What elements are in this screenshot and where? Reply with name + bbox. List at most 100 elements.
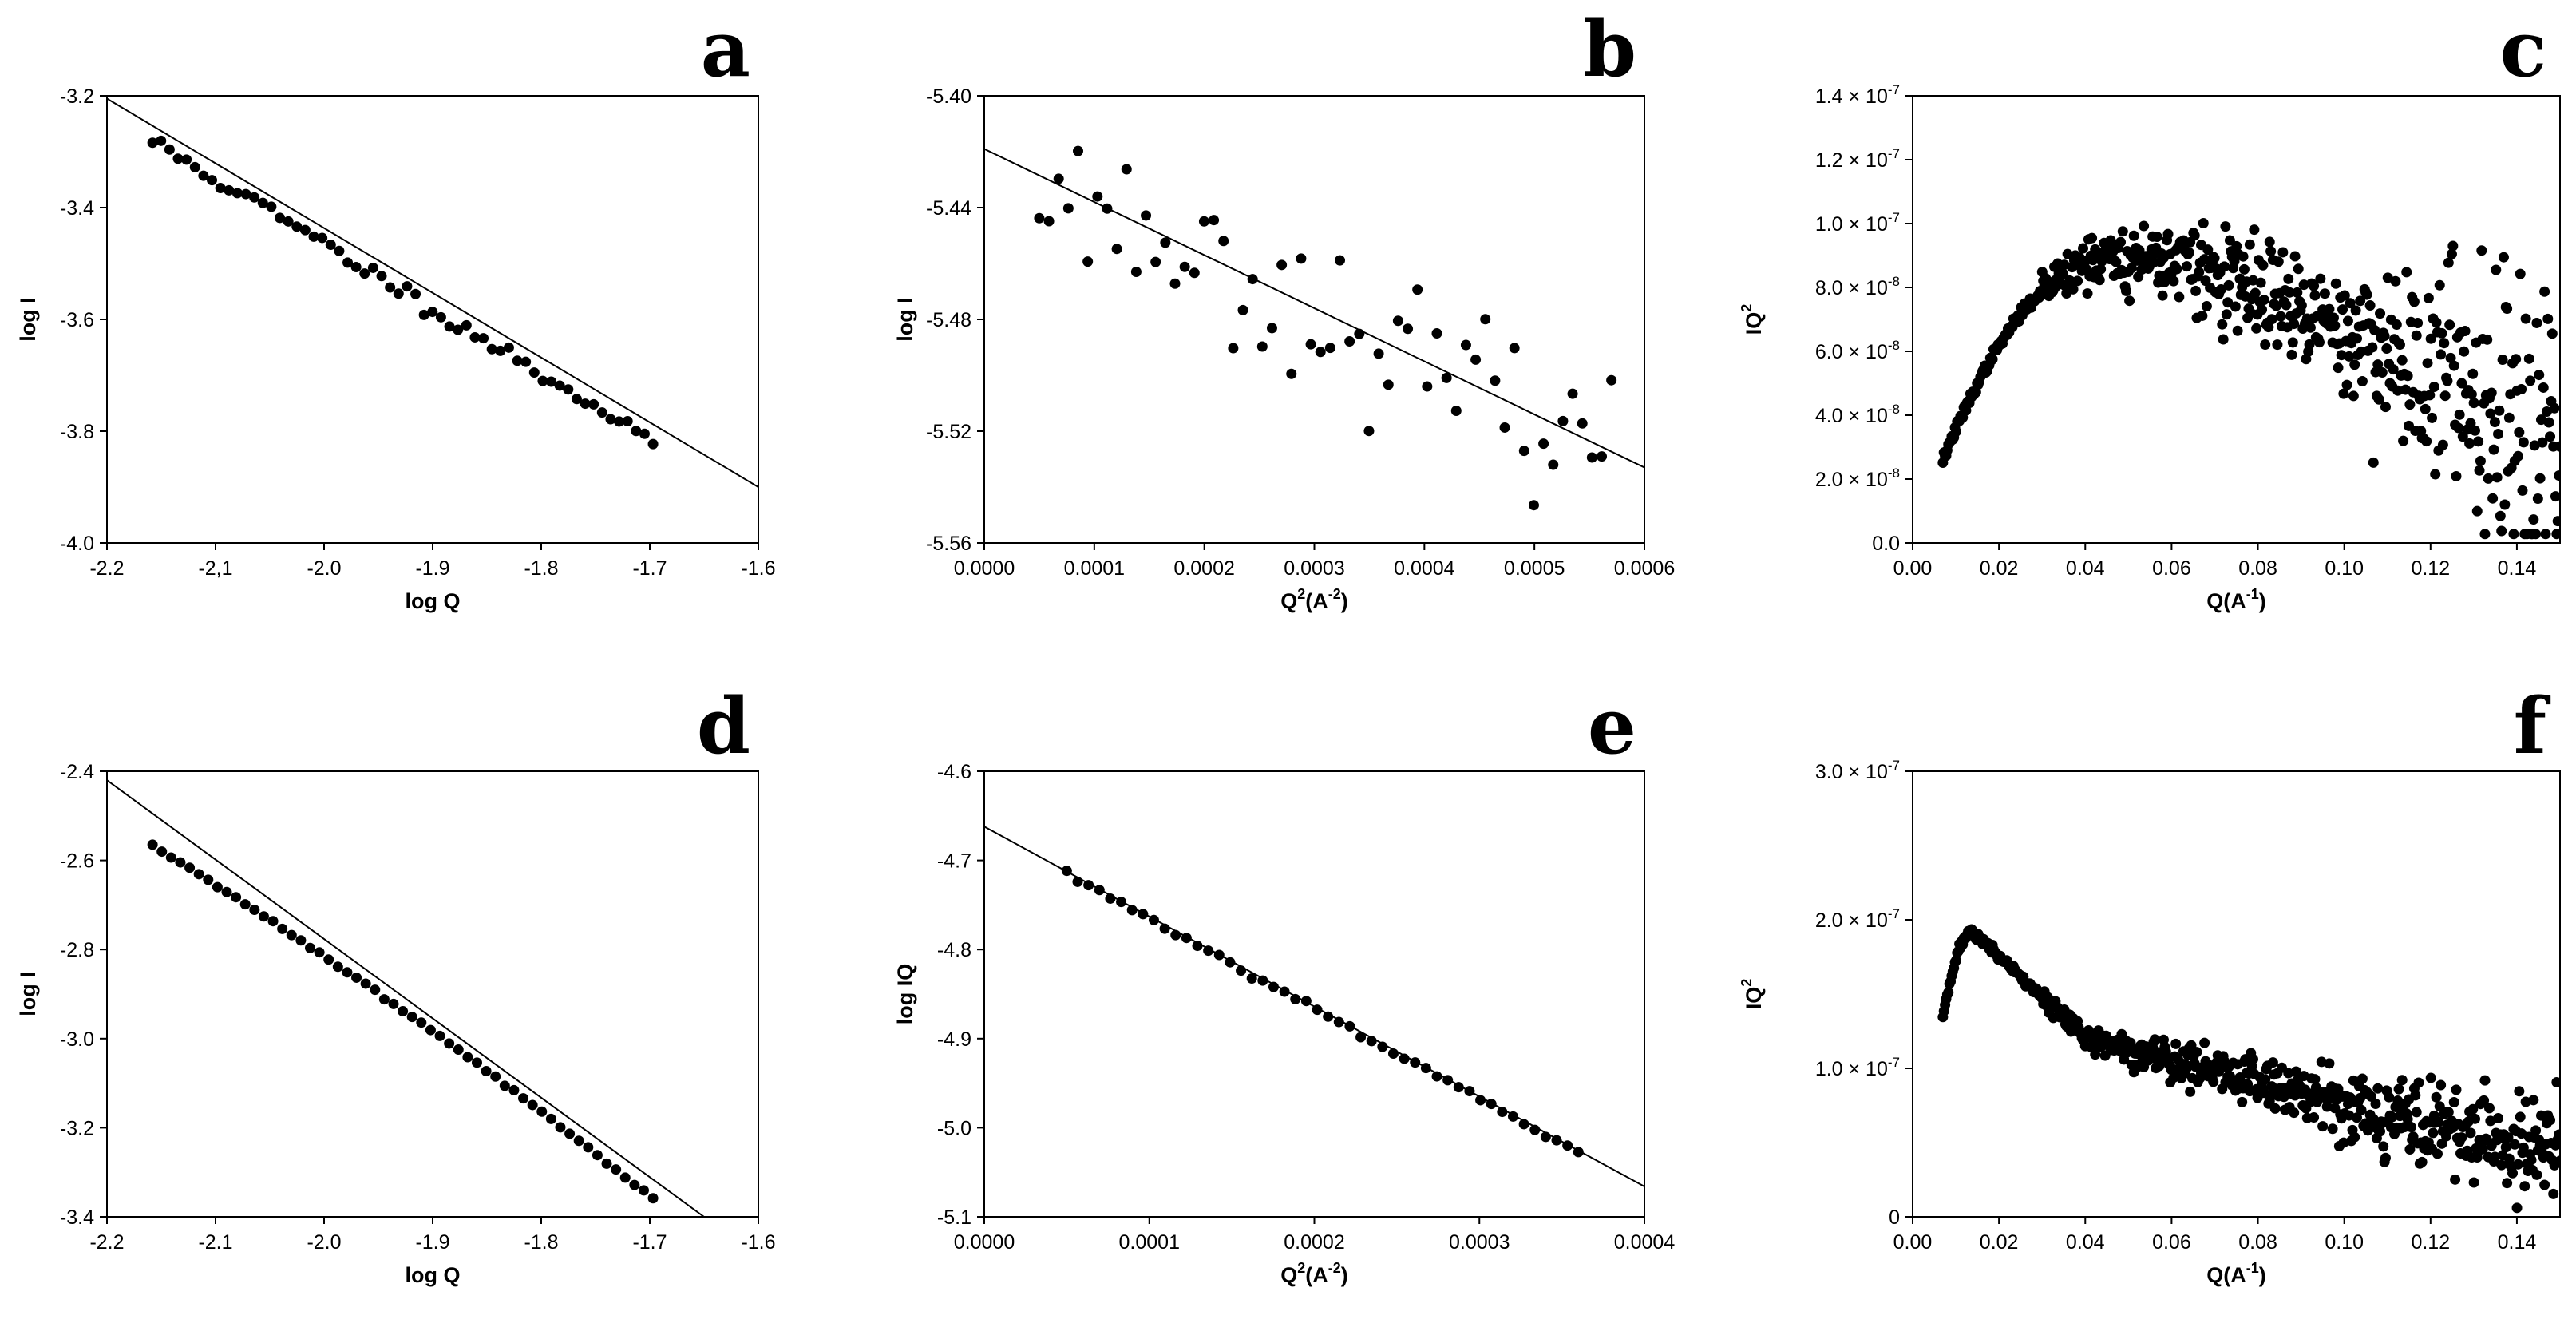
panel-c-data-point [2512, 450, 2523, 462]
panel-f-letter: f [2514, 681, 2551, 771]
panel-f-y-tick-label: 1.0 × 10-7 [1815, 1055, 1900, 1080]
panel-f-data-point [2470, 1113, 2481, 1124]
panel-f-data-point [2396, 1075, 2408, 1086]
panel-c-y-tick-label: 1.4 × 10-7 [1815, 82, 1900, 108]
panel-a-x-tick-label: -2.2 [89, 557, 124, 580]
panel-a-data-point [291, 221, 303, 232]
panel-c-data-point [2534, 473, 2546, 484]
panel-c-data-point [2224, 235, 2235, 246]
panel-a-x-tick-label: -1.7 [632, 557, 667, 580]
panel-c-data-point [2486, 387, 2497, 398]
panel-c-data-point [2315, 273, 2326, 284]
panel-c-data-point [2485, 408, 2496, 419]
panel-b-data-point [1296, 253, 1307, 264]
panel-a-data-point [410, 288, 421, 299]
panel-e-y-tick-label: -5.1 [937, 1206, 971, 1229]
panel-a-data-point [283, 216, 294, 227]
panel-b-data-point [1577, 418, 1588, 429]
panel-c-data-point [2493, 428, 2504, 439]
panel-c-data-point [2494, 405, 2505, 416]
panel-c-y-tick-label: 0.0 [1872, 533, 1900, 555]
panel-c-data-point [2058, 268, 2069, 279]
panel-b-data-point [1567, 388, 1578, 399]
panel-d-data-point [629, 1179, 640, 1190]
panel-f-data-point [2425, 1072, 2436, 1083]
panel-c-data-point [2238, 263, 2250, 275]
panel-f-data-point [2432, 1148, 2443, 1159]
panel-c-data-point [2352, 333, 2363, 344]
panel-c-data-point [2258, 295, 2269, 306]
panel-c-data-point [2369, 324, 2380, 335]
panel-d-data-point [249, 904, 260, 915]
panel-d-y-axis-label: log I [16, 972, 40, 1016]
panel-c-data-point [2115, 236, 2127, 248]
panel-e-y-tick-label: -4.8 [937, 939, 971, 961]
panel-e-data-point [1061, 866, 1072, 877]
panel-c-data-point [2439, 338, 2450, 349]
panel-c-data-point [2425, 333, 2436, 344]
panel-c-data-point [2189, 230, 2200, 241]
panel-a-data-point [461, 319, 472, 331]
panel-b-data-point [1528, 500, 1539, 511]
panel-c-data-point [2412, 318, 2424, 329]
panel-c-data-point [2468, 398, 2479, 409]
panel-d-fit-line [107, 779, 705, 1217]
panel-c-data-point [2467, 368, 2479, 379]
panel-e-data-point [1366, 1036, 1377, 1047]
panel-c-data-point [2388, 364, 2399, 375]
panel-b-data-point [1548, 459, 1559, 470]
panel-b-data-point [1082, 256, 1094, 267]
panel-e-data-point [1387, 1048, 1399, 1060]
panel-c-data-point [2319, 288, 2330, 299]
panel-a-data-point [495, 345, 506, 356]
panel-c-data-point [2199, 254, 2210, 265]
panel-c-data-point [2451, 470, 2462, 481]
panel-b-letter: b [1583, 4, 1636, 94]
panel-e-data-point [1213, 949, 1225, 961]
panel-c-data-point [2263, 322, 2274, 333]
panel-f-data-point [2516, 1128, 2527, 1139]
panel-c-data-point [2444, 319, 2455, 331]
panel-e-data-point [1377, 1041, 1388, 1052]
panel-f-y-axis-label: IQ2 [1739, 979, 1766, 1010]
panel-c-data-point [2423, 292, 2434, 303]
panel-c-y-tick-label: 2.0 × 10-8 [1815, 465, 1900, 491]
panel-c-data-point [2487, 493, 2499, 504]
panel-e-data-point [1562, 1140, 1573, 1151]
panel-f-data-point [2451, 1084, 2462, 1095]
panel-a: -2.2 -2,1 -2.0 -1.9 -1.8 -1.7 -1.6 -4.0 -3.8 -3.6… [16, 4, 776, 613]
panel-b-data-point [1286, 368, 1297, 379]
panel-c-data-point [2491, 264, 2502, 275]
panel-e-x-tick-label: 0.0004 [1614, 1231, 1676, 1254]
panel-f-data-point [2433, 1116, 2444, 1127]
panel-c-data-point [2338, 388, 2349, 399]
panel-d-x-tick-label: -1.9 [415, 1231, 449, 1254]
panel-a-data-point [571, 394, 582, 405]
panel-c-data-point [2517, 485, 2528, 496]
panel-c-data-point [2424, 390, 2436, 401]
panel-a-data-point [164, 144, 175, 155]
panel-f-data-point [2512, 1159, 2523, 1170]
panel-f-data-point [2355, 1092, 2366, 1103]
panel-c-data-point [2230, 301, 2241, 312]
panel-c-data-point [2162, 228, 2174, 240]
panel-d-plot-frame [106, 770, 759, 1218]
panel-c-data-point [2401, 267, 2412, 278]
panel-f-data-point [2316, 1056, 2327, 1068]
panel-c-data-point [2466, 389, 2477, 400]
panel-c-data-point [2439, 390, 2451, 402]
panel-e-data-point [1453, 1082, 1464, 1093]
panel-a-y-tick-label: -3.6 [60, 309, 94, 331]
panel-c-data-point [2534, 370, 2545, 381]
panel-f-data-point [2436, 1079, 2447, 1091]
panel-f-data-point [2431, 1091, 2442, 1103]
panel-a-letter: a [701, 4, 750, 94]
panel-e-data-point [1083, 880, 1094, 891]
panel-c-data-point [2543, 417, 2554, 428]
panel-b-data-point [1092, 191, 1103, 202]
panel-e-data-point [1203, 945, 1214, 957]
panel-e-data-point [1236, 965, 1247, 976]
panel-d-data-point [555, 1122, 566, 1133]
panel-b-y-axis-label: log I [893, 297, 917, 342]
panel-f-data-point [2267, 1057, 2278, 1068]
